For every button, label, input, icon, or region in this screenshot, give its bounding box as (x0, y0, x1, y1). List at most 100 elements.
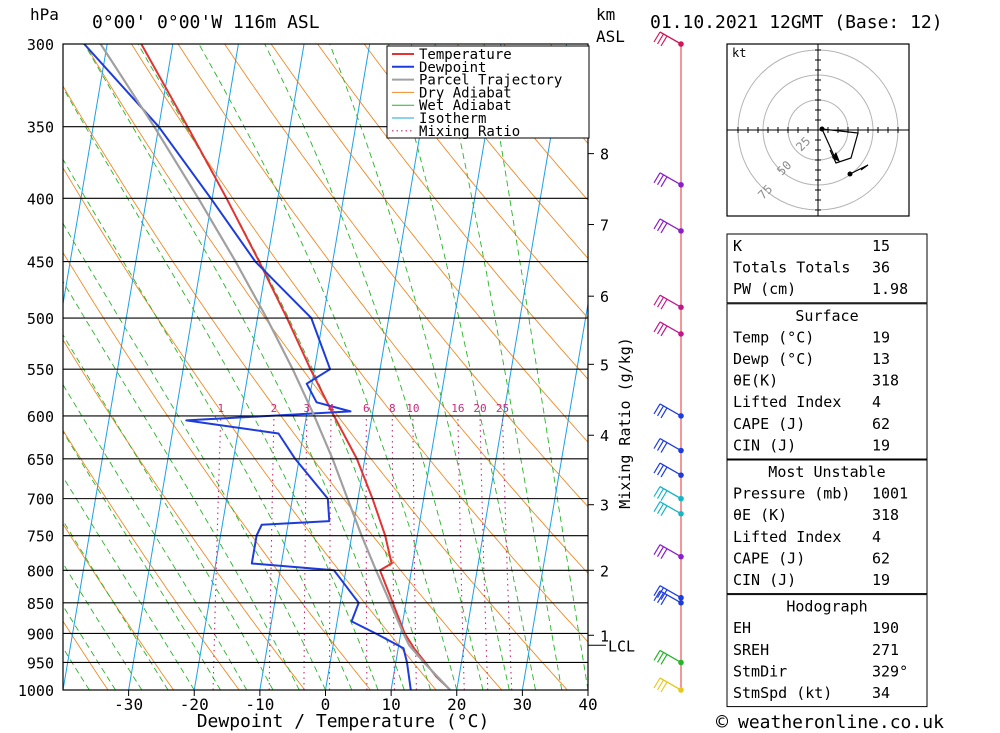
indices-row-value: 36 (872, 259, 890, 277)
wind-barb (653, 590, 682, 606)
wind-barb-feather (653, 501, 661, 513)
wind-barb-feather (660, 490, 668, 501)
pressure-tick-label: 650 (27, 451, 54, 469)
most-unstable-row-label: Pressure (mb) (733, 485, 850, 503)
isotherm-line (456, 44, 568, 690)
isotherm-line (63, 44, 108, 307)
hodograph-start-dot (819, 126, 825, 132)
wind-barb-feather (656, 220, 665, 232)
hodograph-stats-box (726, 594, 928, 708)
profile-series (83, 44, 451, 690)
mixing-ratio-label: 2 (271, 402, 278, 415)
hodograph-stats-row-label: EH (733, 619, 751, 637)
mixing-ratio-label: 6 (363, 402, 370, 415)
temperature-axis: -30 -20 -10 0 10 20 30 40 (114, 690, 598, 714)
wind-barb (653, 294, 682, 310)
most-unstable-row-value: 19 (872, 571, 890, 589)
dry-adiabat-line (270, 44, 588, 443)
most-unstable-row-label: CIN (J) (733, 571, 796, 589)
wind-barb (653, 544, 682, 559)
datetime-title: 01.10.2021 12GMT (Base: 12) (650, 12, 943, 33)
asl-label: ASL (596, 27, 625, 46)
wind-barb-feather (660, 505, 668, 517)
wind-barb-feather (656, 405, 665, 417)
dry-adiabat-line (224, 44, 588, 508)
pressure-tick-label: 750 (27, 528, 54, 546)
mixing-ratio-axis-title: Mixing Ratio (g/kg) (616, 337, 634, 509)
pressure-axis: 300 350 400 450 500 550 600 650 700 750 800 850 900 9… (18, 36, 54, 700)
pressure-tick-label: 500 (27, 310, 54, 328)
indices-row-label: PW (cm) (733, 280, 796, 298)
pressure-tick-label: 600 (27, 408, 54, 426)
dry-adiabat-line (63, 620, 109, 690)
surface-row-label: CIN (J) (733, 436, 796, 454)
dry-adiabat-line (63, 523, 174, 690)
wind-barb-feather (656, 323, 665, 335)
isotherm-line (390, 44, 502, 690)
temperature-tick-label: 20 (447, 695, 466, 714)
wind-barb-feather (653, 677, 661, 689)
wind-barb-feather (656, 587, 665, 599)
pressure-tick-label: 350 (27, 119, 54, 137)
legend-entry: Parcel Trajectory (419, 73, 562, 89)
most-unstable-title: Most Unstable (768, 463, 885, 481)
dry-adiabat-line (131, 44, 588, 643)
most-unstable-row-label: Lifted Index (733, 528, 841, 546)
x-axis-title: Dewpoint / Temperature (°C) (197, 711, 490, 732)
pressure-tick-label: 300 (27, 36, 54, 54)
mixing-ratio-line (391, 415, 396, 690)
surface-box (726, 303, 928, 460)
surface-row-value: 62 (872, 415, 890, 433)
temperature-tick-label: -30 (114, 695, 143, 714)
wind-barb-feather (653, 294, 661, 306)
mixing-ratio-line (479, 415, 489, 690)
dry-adiabat-line (923, 44, 1000, 690)
wind-barb (653, 437, 682, 453)
height-tick-label: 4 (600, 427, 609, 445)
height-tick-label: 5 (600, 356, 609, 374)
temperature-tick-label: 10 (381, 695, 400, 714)
wind-barb-feather (656, 503, 665, 515)
temperature-tick-label: -10 (245, 695, 274, 714)
hodograph-storm-vector (821, 128, 837, 161)
wind-barb-feather (660, 407, 668, 419)
series-parcel-trajectory-line (99, 44, 451, 690)
wind-barb-feather (656, 33, 665, 45)
surface-row-label: Dewp (°C) (733, 350, 814, 368)
wind-barb (653, 649, 682, 665)
surface-row-value: 19 (872, 436, 890, 454)
hodograph-stats-row-label: SREH (733, 641, 769, 659)
wind-level-dot (678, 495, 684, 502)
isotherm-line (128, 44, 239, 690)
temperature-tick-label: 40 (578, 695, 597, 714)
indices-row-label: K (733, 237, 742, 255)
indices-row-value: 1.98 (872, 280, 908, 298)
wind-barb-feather (660, 594, 668, 606)
wind-barb (653, 218, 682, 234)
wind-barb-feather (660, 442, 668, 453)
stats-table: K 15 Totals Totals 36 PW (cm) 1.98 Surface Temp… (726, 233, 928, 708)
legend-entry: Wet Adiabat (419, 98, 512, 114)
wind-barb (653, 677, 682, 693)
surface-title: Surface (795, 307, 858, 325)
pressure-tick-label: 550 (27, 361, 54, 379)
wind-barb-feather (656, 440, 665, 451)
mixing-ratio-line (212, 415, 222, 690)
height-tick-label: 6 (600, 288, 609, 306)
lcl-label: LCL (608, 637, 635, 655)
dry-adiabat-line (363, 44, 588, 319)
wet-adiabat-line (264, 44, 484, 690)
wind-barb-feather (653, 31, 661, 43)
height-tick-label: 3 (600, 497, 609, 515)
wind-barb-feather (660, 298, 668, 310)
legend-entry: Temperature (419, 47, 512, 63)
wind-barb-feather (660, 176, 668, 188)
wind-barb (653, 321, 682, 337)
pressure-tick-label: 400 (27, 190, 54, 208)
wind-barb-feather (653, 403, 661, 415)
mixing-ratio-label: 1 (217, 402, 224, 415)
wet-adiabat-line (388, 44, 536, 690)
most-unstable-box (726, 459, 928, 595)
wind-barb-feather (660, 548, 668, 559)
